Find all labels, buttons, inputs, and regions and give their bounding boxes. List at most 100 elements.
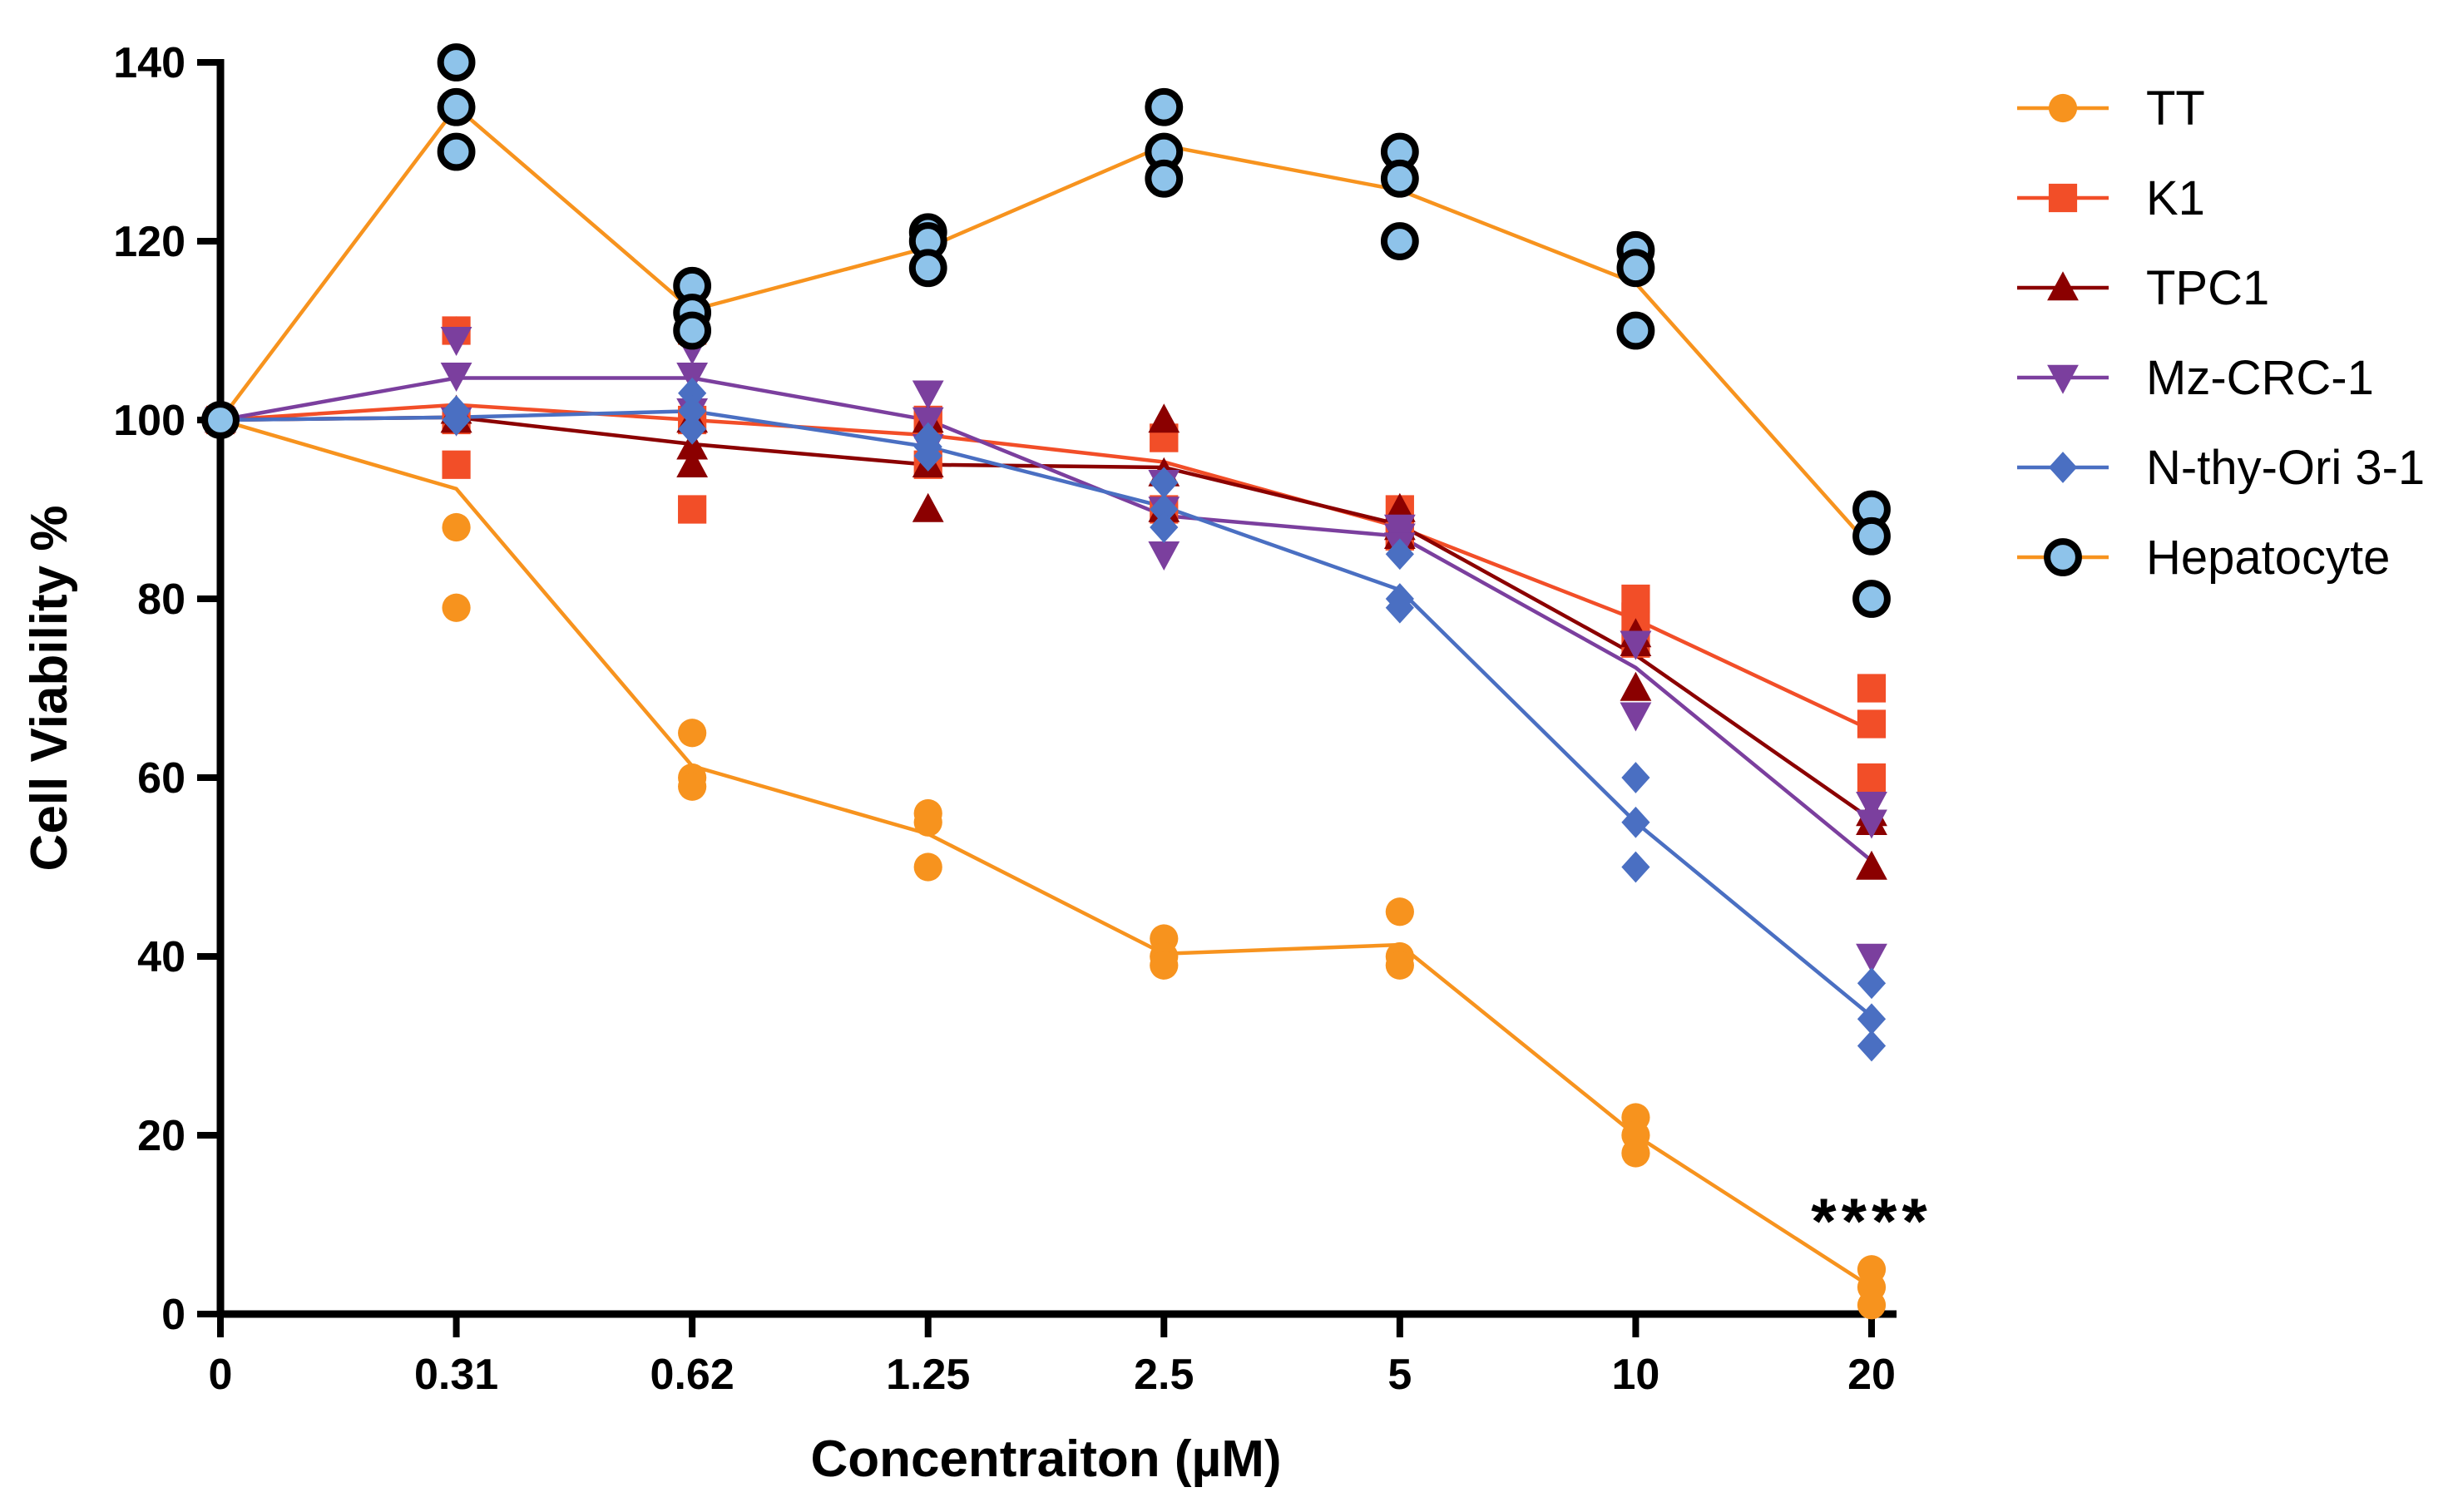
- x-tick-label: 1.25: [886, 1351, 970, 1399]
- data-point-circle: [1857, 1291, 1887, 1320]
- series-lines: [219, 104, 1873, 1289]
- data-point-triangle-down: [1856, 791, 1887, 822]
- data-point-open-circle: [1145, 159, 1184, 198]
- series-line-5: [219, 104, 1873, 550]
- data-point-open-circle: [1145, 87, 1184, 126]
- data-point-diamond: [1150, 493, 1179, 526]
- data-point-triangle-down: [1620, 702, 1652, 732]
- legend-label: N-thy-Ori 3-1: [2146, 441, 2425, 495]
- data-point-diamond: [1621, 762, 1650, 793]
- data-point-triangle-up: [1148, 403, 1180, 433]
- data-point-triangle-down: [1620, 630, 1652, 660]
- x-tick-label: 10: [1612, 1351, 1660, 1399]
- data-point-open-circle: [908, 249, 947, 288]
- data-point-triangle-down: [440, 326, 472, 357]
- data-point-triangle-down: [440, 362, 472, 393]
- legend-label: Mz-CRC-1: [2146, 351, 2374, 405]
- data-point-open-circle: [1616, 311, 1655, 350]
- series-line-4: [220, 408, 1873, 1018]
- legend-label: TT: [2146, 82, 2205, 136]
- data-point-triangle-down: [1148, 541, 1180, 571]
- data-point-diamond: [1150, 511, 1179, 543]
- data-point-diamond: [1621, 806, 1650, 838]
- x-tick-label: 0: [209, 1351, 233, 1399]
- data-point-circle: [442, 593, 471, 622]
- series-line-0: [220, 418, 1873, 1289]
- data-point-circle: [913, 808, 942, 837]
- series-line-1: [220, 403, 1872, 733]
- data-point-triangle-down: [912, 407, 944, 437]
- legend-marker-circle: [2048, 93, 2078, 123]
- legend-label: K1: [2146, 171, 2205, 225]
- data-point-square: [678, 495, 707, 524]
- data-point-open-circle: [201, 401, 240, 439]
- tick-labels: 0 20 40 60 80 100 120 140 0 0.31 0.62 1.25 2.5 5 10 20: [113, 39, 1896, 1399]
- data-point-square: [1857, 674, 1887, 703]
- x-tick-label: 5: [1387, 1351, 1412, 1399]
- data-point-open-circle: [437, 87, 476, 126]
- legend-marker-square: [2048, 183, 2078, 213]
- data-point-open-circle: [673, 311, 712, 350]
- data-point-circle: [1385, 897, 1414, 926]
- data-point-circle: [1150, 951, 1179, 980]
- data-point-diamond: [1857, 967, 1887, 1000]
- axes: [197, 59, 1897, 1337]
- data-point-triangle-up: [676, 447, 709, 478]
- data-point-triangle-down: [1856, 943, 1887, 973]
- x-tick-label: 2.5: [1134, 1351, 1194, 1399]
- data-point-square: [442, 450, 471, 479]
- x-axis-title: Concentraiton (µM): [810, 1430, 1281, 1488]
- significance-annotation: ****: [1811, 1184, 1931, 1258]
- data-point-open-circle: [1380, 222, 1419, 260]
- data-point-circle: [1621, 1139, 1650, 1168]
- data-point-square: [1857, 709, 1887, 739]
- y-tick-label: 20: [137, 1112, 185, 1160]
- data-point-circle: [678, 772, 707, 801]
- series-line-3: [220, 376, 1873, 862]
- y-tick-label: 40: [137, 933, 185, 981]
- y-tick-label: 140: [113, 39, 185, 87]
- data-point-diamond: [678, 413, 707, 445]
- data-point-circle: [442, 512, 471, 542]
- y-axis-title: Cell Viability %: [21, 506, 78, 872]
- y-tick-label: 120: [113, 218, 185, 266]
- data-point-diamond: [1857, 1030, 1887, 1062]
- data-point-triangle-up: [1856, 850, 1887, 880]
- y-tick-label: 0: [161, 1291, 185, 1339]
- data-point-diamond: [913, 440, 942, 472]
- data-point-triangle-up: [912, 492, 944, 522]
- data-point-diamond: [1621, 851, 1650, 883]
- data-point-diamond: [678, 377, 707, 409]
- data-point-triangle-up: [1620, 671, 1652, 701]
- x-tick-label: 20: [1847, 1351, 1896, 1399]
- data-point-triangle-up: [676, 430, 709, 460]
- data-point-circle: [1385, 951, 1414, 980]
- legend-marker-triangle-down: [2047, 364, 2079, 394]
- legend-marker-triangle-up: [2047, 271, 2079, 301]
- data-point-triangle-down: [912, 380, 944, 410]
- data-point-open-circle: [437, 43, 476, 82]
- legend-label: Hepatocyte: [2146, 531, 2390, 585]
- data-point-open-circle: [1852, 516, 1891, 556]
- data-point-diamond: [678, 395, 707, 427]
- x-tick-label: 0.31: [414, 1351, 498, 1399]
- y-tick-label: 100: [113, 397, 185, 445]
- legend-marker-open-circle: [2044, 538, 2082, 576]
- legend-label: TPC1: [2146, 261, 2269, 315]
- data-point-diamond: [442, 404, 471, 436]
- data-point-open-circle: [1852, 580, 1891, 618]
- y-tick-label: 80: [137, 576, 185, 624]
- legend-marker-diamond: [2048, 452, 2078, 483]
- data-point-open-circle: [437, 132, 476, 171]
- data-point-square: [1857, 763, 1887, 793]
- legend: TT K1 TPC1 Mz-CRC-1 N-thy-Ori 3-1 Hepatocyte: [2017, 82, 2425, 585]
- data-point-circle: [913, 852, 942, 882]
- data-point-triangle-down: [676, 362, 709, 393]
- data-point-triangle-down: [1856, 809, 1887, 839]
- data-point-diamond: [1857, 1003, 1887, 1035]
- y-tick-label: 60: [137, 754, 185, 803]
- data-point-diamond: [1385, 538, 1414, 571]
- x-tick-label: 0.62: [650, 1351, 734, 1399]
- data-point-diamond: [1385, 591, 1414, 624]
